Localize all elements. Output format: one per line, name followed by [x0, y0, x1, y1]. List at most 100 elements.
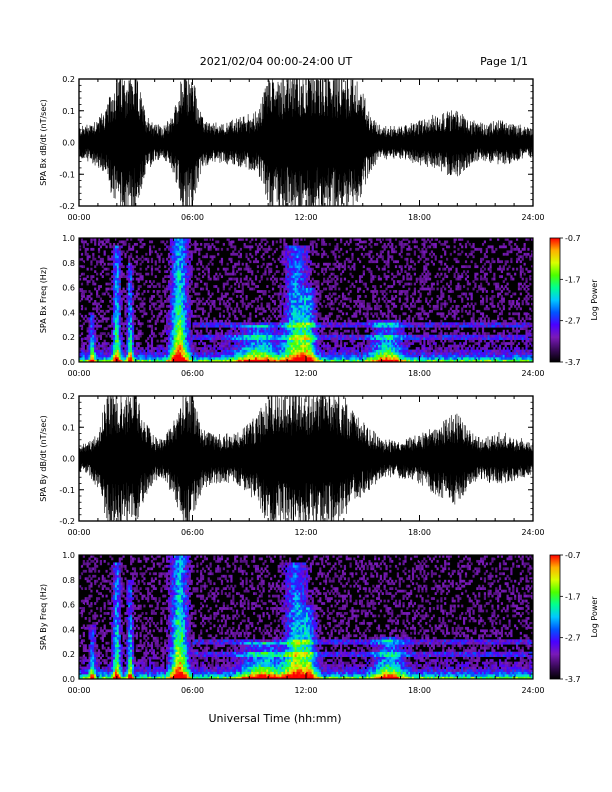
- spectrogram-cell: [156, 282, 159, 286]
- spectrogram-cell: [188, 240, 191, 244]
- spectrogram-cell: [362, 354, 365, 358]
- spectrogram-cell: [183, 344, 186, 348]
- spectrogram-cell: [188, 297, 191, 301]
- spectrogram-cell: [372, 260, 375, 264]
- spectrogram-cell: [288, 245, 292, 249]
- spectrogram-cell: [79, 277, 82, 281]
- spectrogram-cell: [273, 347, 277, 350]
- spectrogram-cell: [201, 312, 205, 316]
- spectrogram-cell: [92, 280, 95, 283]
- spectrogram-cell: [131, 267, 135, 271]
- spectrogram-cell: [126, 354, 129, 358]
- spectrogram-cell: [306, 287, 309, 291]
- spectrogram-cell: [253, 322, 256, 326]
- spectrogram-cell: [264, 238, 267, 241]
- spectrogram-cell: [218, 272, 222, 276]
- spectrogram-cell: [167, 339, 171, 343]
- spectrogram-cell: [133, 270, 137, 274]
- spectrogram-cell: [338, 267, 341, 271]
- spectrogram-cell: [338, 337, 341, 340]
- spectrogram-cell: [311, 252, 314, 256]
- spectrogram-cell: [113, 260, 116, 264]
- spectrogram-cell: [317, 297, 320, 301]
- spectrogram-cell: [160, 252, 163, 256]
- spectrogram-cell: [368, 319, 371, 323]
- spectrogram-cell: [236, 324, 239, 328]
- spectrogram-cell: [307, 287, 311, 291]
- spectrogram-cell: [387, 270, 390, 274]
- spectrogram-cell: [279, 334, 282, 338]
- spectrogram-cell: [243, 334, 246, 338]
- spectrogram-cell: [285, 354, 288, 358]
- spectrogram-cell: [264, 292, 267, 296]
- spectrogram-cell: [304, 332, 307, 336]
- spectrogram-cell: [107, 238, 110, 241]
- spectrogram-cell: [245, 354, 248, 358]
- spectrogram-cell: [184, 267, 188, 271]
- spectrogram-cell: [270, 349, 273, 353]
- spectrogram-cell: [171, 317, 174, 321]
- spectrogram-cell: [124, 319, 127, 323]
- spectrogram-cell: [205, 322, 208, 326]
- spectrogram-cell: [213, 349, 216, 353]
- spectrogram-cells: [79, 238, 534, 363]
- spectrogram-cell: [111, 334, 114, 338]
- spectrogram-cell: [279, 300, 282, 303]
- spectrogram-cell: [86, 337, 89, 340]
- spectrogram-cell: [283, 267, 286, 271]
- spectrogram-cell: [328, 329, 331, 333]
- spectrogram-cell: [323, 262, 326, 266]
- spectrogram-cell: [234, 262, 237, 266]
- spectrogram-cell: [271, 312, 275, 316]
- spectrogram-cell: [188, 324, 191, 328]
- spectrogram-cell: [271, 359, 275, 363]
- spectrogram-cell: [175, 329, 178, 333]
- spectrogram-cell: [302, 252, 305, 256]
- spectrogram-cell: [200, 307, 203, 311]
- spectrogram-cell: [183, 300, 186, 303]
- spectrogram-cell: [315, 354, 318, 358]
- spectrogram-cell: [281, 250, 284, 254]
- spectrogram-cell: [290, 309, 294, 313]
- spectrogram-cell: [213, 255, 216, 259]
- spectrogram-cell: [148, 247, 152, 251]
- spectrogram-cell: [232, 354, 235, 358]
- spectrogram-cell: [114, 342, 118, 345]
- spectrogram-cell: [260, 240, 263, 244]
- spectrogram-cell: [389, 240, 392, 244]
- spectrogram-cell: [154, 285, 157, 288]
- spectrogram-cell: [309, 342, 312, 345]
- spectrogram-cell: [247, 337, 250, 340]
- spectrogram-cell: [171, 238, 174, 241]
- spectrogram-cell: [351, 354, 354, 358]
- spectrogram-cell: [237, 347, 241, 350]
- spectrogram-cell: [302, 347, 305, 350]
- spectrogram-cell: [268, 267, 271, 271]
- spectrogram-cell: [298, 247, 301, 251]
- spectrogram-cell: [253, 349, 256, 353]
- spectrogram-cell: [177, 247, 180, 251]
- spectrogram-cell: [243, 339, 246, 343]
- spectrogram-cell: [383, 327, 386, 331]
- spectrogram-cell: [287, 250, 290, 254]
- spectrogram-cell: [101, 357, 104, 360]
- spectrogram-cell: [387, 285, 390, 288]
- spectrogram-cell: [281, 292, 284, 296]
- spectrogram-cell: [249, 337, 252, 340]
- spectrogram-cell: [194, 275, 197, 278]
- spectrogram-cell: [183, 329, 186, 333]
- spectrogram-cell: [381, 297, 384, 301]
- spectrogram-cell: [203, 334, 207, 338]
- spectrogram-cell: [317, 349, 320, 353]
- spectrogram-cell: [171, 287, 174, 291]
- spectrogram-cell: [88, 317, 91, 321]
- spectrogram-cell: [131, 337, 135, 340]
- spectrogram-cell: [236, 322, 239, 326]
- spectrogram-cell: [260, 277, 263, 281]
- spectrogram-cell: [90, 329, 93, 333]
- spectrogram-cell: [311, 242, 314, 246]
- spectrogram-cell: [247, 327, 250, 331]
- spectrogram-cell: [203, 267, 207, 271]
- spectrogram-cell: [148, 285, 152, 288]
- spectrogram-cell: [169, 307, 172, 311]
